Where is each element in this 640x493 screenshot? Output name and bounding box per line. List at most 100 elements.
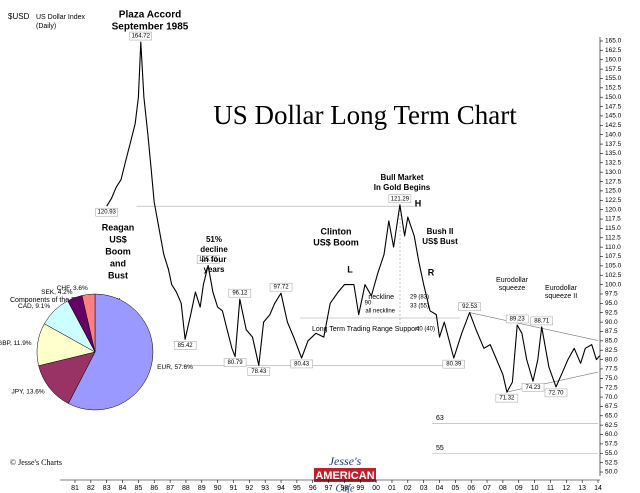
annotation: and bbox=[110, 258, 126, 268]
value-label-box bbox=[269, 282, 293, 292]
value-label: 164.72 bbox=[132, 34, 151, 40]
y-tick-label: 110.0 bbox=[605, 244, 621, 251]
y-tick-label: 67.5 bbox=[605, 403, 618, 410]
x-tick-label: 84 bbox=[119, 485, 127, 492]
y-tick-label: 107.5 bbox=[605, 253, 622, 260]
y-tick-label: 90.0 bbox=[605, 319, 618, 326]
chart-title: US Dollar Long Term Chart bbox=[213, 100, 517, 130]
x-tick-label: 98 bbox=[341, 485, 349, 492]
y-tick-label: 72.5 bbox=[605, 384, 618, 391]
value-label: 74.23 bbox=[526, 385, 542, 391]
annotation: 40 (40) bbox=[416, 327, 435, 333]
value-label: 80.39 bbox=[446, 362, 462, 368]
value-label-box bbox=[290, 359, 313, 369]
value-label: 92.53 bbox=[462, 304, 478, 310]
annotation: squeeze bbox=[499, 285, 526, 292]
value-label-box bbox=[388, 194, 412, 204]
value-label: 89.23 bbox=[510, 317, 526, 323]
value-label-box bbox=[505, 314, 529, 324]
annotation: US$ bbox=[109, 234, 127, 244]
y-tick-label: 145.0 bbox=[605, 113, 622, 120]
x-tick-label: 04 bbox=[436, 485, 444, 492]
y-tick-label: 135.0 bbox=[605, 150, 622, 157]
pie-slice bbox=[68, 293, 154, 411]
annotation: R bbox=[428, 267, 435, 277]
pie-slice bbox=[81, 293, 96, 353]
pie-title: Components of the DX Dollar Index bbox=[10, 297, 121, 304]
y-tick-label: 132.5 bbox=[605, 160, 622, 167]
y-tick-label: 160.0 bbox=[605, 56, 622, 63]
logo: Jesse's AMERICAN Cafe bbox=[314, 454, 376, 493]
x-tick-label: 81 bbox=[71, 485, 79, 492]
value-label: 97.72 bbox=[274, 285, 290, 291]
y-tick-label: 127.5 bbox=[605, 178, 622, 185]
annotation: all neckline bbox=[365, 309, 395, 315]
annotation: In Gold Begins bbox=[374, 183, 431, 192]
value-label-box bbox=[129, 31, 152, 41]
annotation: 29 (83) bbox=[410, 295, 429, 301]
value-label-box bbox=[223, 358, 247, 367]
value-label: 85.42 bbox=[178, 343, 194, 349]
annotation: H bbox=[415, 198, 422, 208]
y-tick-label: 82.5 bbox=[605, 347, 618, 354]
annotation: Reagan bbox=[102, 222, 135, 232]
y-tick-label: 55.0 bbox=[605, 450, 618, 457]
x-tick-label: 13 bbox=[578, 485, 586, 492]
value-label: 120.93 bbox=[98, 210, 117, 216]
y-tick-label: 122.5 bbox=[605, 197, 622, 204]
x-tick-label: 91 bbox=[230, 485, 238, 492]
x-tick-label: 95 bbox=[293, 485, 301, 492]
x-tick-label: 86 bbox=[150, 485, 158, 492]
annotation: Bush II bbox=[427, 227, 454, 236]
value-label-box bbox=[544, 388, 568, 398]
subtitle-period: (Daily) bbox=[36, 23, 56, 30]
x-tick-label: 96 bbox=[309, 485, 317, 492]
value-label-box bbox=[530, 316, 553, 326]
x-tick-label: 01 bbox=[388, 485, 396, 492]
annotation: Long Term Trading Range Support bbox=[312, 326, 419, 333]
y-tick-label: 112.5 bbox=[605, 234, 621, 241]
pie-label: EUR, 57.6% bbox=[157, 364, 193, 371]
value-label: 80.79 bbox=[228, 360, 244, 366]
x-tick-label: 06 bbox=[467, 485, 475, 492]
y-tick-label: 60.0 bbox=[605, 431, 618, 438]
x-tick-label: 82 bbox=[87, 485, 95, 492]
x-tick-label: 94 bbox=[277, 485, 285, 492]
value-label-box bbox=[247, 367, 271, 376]
y-tick-label: 85.0 bbox=[605, 338, 618, 345]
annotation: Eurodollar bbox=[545, 285, 578, 292]
value-label: 72.70 bbox=[548, 391, 564, 397]
price-line bbox=[106, 41, 601, 393]
pie-label: SEK, 4.2% bbox=[41, 289, 73, 296]
value-label-box bbox=[442, 359, 465, 369]
value-label-box bbox=[495, 393, 519, 403]
y-tick-label: 50.0 bbox=[605, 469, 618, 476]
y-tick-label: 157.5 bbox=[605, 66, 622, 73]
value-label: 80.43 bbox=[294, 362, 310, 368]
x-tick-label: 03 bbox=[420, 485, 428, 492]
y-tick-label: 75.0 bbox=[605, 375, 618, 382]
value-label: 96.12 bbox=[232, 291, 248, 297]
y-tick-label: 77.5 bbox=[605, 366, 618, 373]
value-label-box bbox=[458, 302, 481, 311]
x-tick-label: 85 bbox=[134, 485, 142, 492]
annotation: neckline bbox=[368, 294, 394, 301]
x-tick-label: 93 bbox=[261, 485, 269, 492]
annotation: Clinton bbox=[321, 226, 352, 236]
annotation: Eurodollar bbox=[496, 277, 529, 284]
annotation: in four bbox=[202, 255, 227, 264]
x-tick-label: 08 bbox=[499, 485, 507, 492]
x-tick-label: 09 bbox=[515, 485, 523, 492]
y-tick-label: 57.5 bbox=[605, 441, 618, 448]
y-tick-label: 105.0 bbox=[605, 263, 622, 270]
logo-banner bbox=[314, 468, 376, 482]
logo-text: AMERICAN bbox=[315, 470, 374, 482]
value-label: 88.71 bbox=[534, 318, 550, 324]
annotation: L bbox=[347, 264, 353, 274]
y-tick-label: 125.0 bbox=[605, 188, 622, 195]
y-tick-label: 87.5 bbox=[605, 328, 618, 335]
y-tick-label: 95.0 bbox=[605, 300, 618, 307]
logo-text: Jesse's bbox=[329, 454, 362, 468]
y-tick-label: 52.5 bbox=[605, 459, 618, 466]
